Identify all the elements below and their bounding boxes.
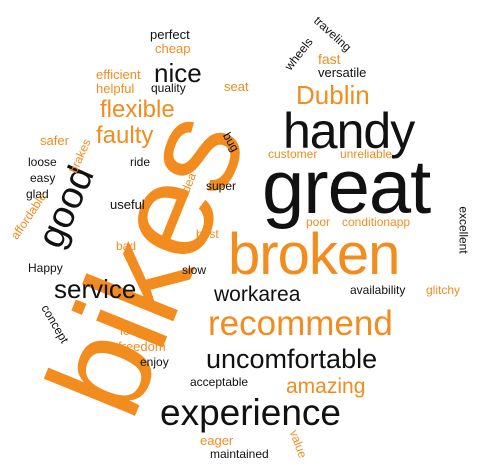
word-availability: availability (350, 283, 406, 297)
word-seat: seat (224, 79, 249, 94)
word-glad: glad (26, 187, 49, 201)
word-wheels: wheels (281, 34, 316, 74)
word-poor: poor (306, 215, 331, 229)
word-super: super (206, 179, 237, 193)
word-love: love (120, 323, 144, 338)
word-maintained: maintained (210, 447, 269, 461)
word-customer: customer (268, 147, 318, 161)
word-broken: broken (228, 222, 400, 287)
word-versatile: versatile (318, 65, 367, 80)
word-efficient: efficient (96, 67, 141, 82)
word-value: value (286, 428, 310, 460)
word-faulty: faulty (96, 122, 154, 149)
word-slow: slow (182, 263, 207, 277)
word-uncomfortable: uncomfortable (206, 344, 378, 374)
word-useful: useful (110, 197, 145, 212)
word-unreliable: unreliable (340, 147, 393, 161)
word-loose: loose (28, 155, 57, 169)
word-quality: quality (151, 81, 186, 95)
word-enjoy: enjoy (140, 355, 169, 369)
word-perfect: perfect (150, 27, 190, 42)
word-traveling: traveling (311, 13, 355, 55)
word-workarea: workarea (214, 283, 301, 306)
word-best: best (196, 227, 219, 241)
word-service: service (54, 274, 137, 304)
word-dublin: Dublin (296, 80, 370, 110)
word-excellent: excellent (456, 206, 471, 254)
word-freedom: freedom (118, 339, 166, 354)
word-eager: eager (200, 433, 234, 448)
word-experience: experience (160, 392, 342, 433)
word-recommend: recommend (208, 304, 393, 343)
word-amazing: amazing (286, 375, 366, 398)
word-safer: safer (40, 133, 69, 148)
word-great: great (262, 145, 431, 230)
word-nice: nice (154, 58, 202, 88)
word-helpful: helpful (96, 81, 135, 96)
word-happy: Happy (28, 261, 63, 275)
word-flexible: flexible (100, 96, 175, 123)
word-handy: handy (283, 103, 415, 159)
word-ride: ride (130, 155, 151, 169)
word-acceptable: acceptable (190, 375, 249, 389)
word-cheap: cheap (155, 41, 191, 56)
word-brakes: brakes (66, 136, 94, 176)
word-easy: easy (30, 171, 56, 185)
word-fast: fast (318, 51, 341, 67)
word-glitchy: glitchy (426, 283, 461, 297)
word-conditionapp: conditionapp (342, 215, 411, 229)
word-bad: bad (116, 239, 137, 253)
